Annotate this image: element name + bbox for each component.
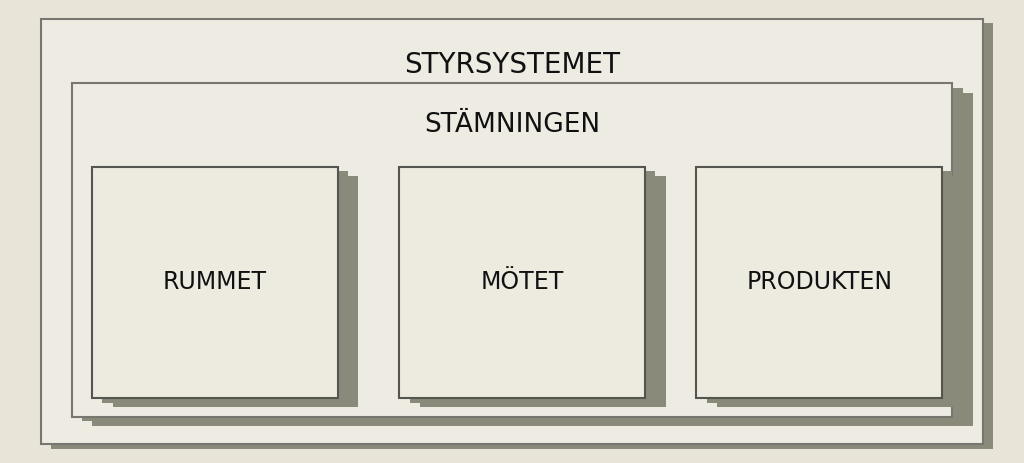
Bar (113, 176, 358, 407)
Bar (82, 88, 963, 421)
Bar (399, 167, 645, 398)
Bar (72, 83, 952, 417)
Bar (92, 167, 338, 398)
Text: STYRSYSTEMET: STYRSYSTEMET (404, 51, 620, 79)
Bar (696, 167, 942, 398)
Bar (420, 176, 666, 407)
Bar (92, 93, 973, 426)
Text: PRODUKTEN: PRODUKTEN (746, 270, 892, 294)
Bar (707, 171, 952, 403)
Bar (410, 171, 655, 403)
Text: STÄMNINGEN: STÄMNINGEN (424, 112, 600, 138)
Bar (717, 176, 963, 407)
Text: RUMMET: RUMMET (163, 270, 267, 294)
Bar (102, 171, 348, 403)
Text: MÖTET: MÖTET (480, 270, 564, 294)
